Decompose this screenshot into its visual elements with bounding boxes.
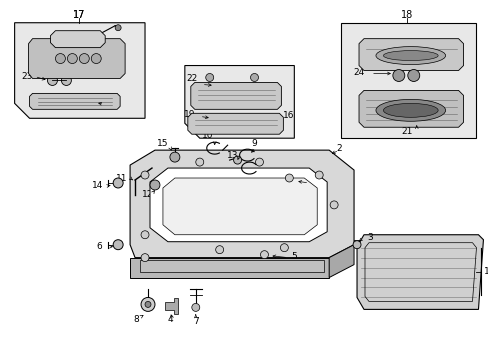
- Text: 16: 16: [282, 111, 293, 120]
- Text: 19: 19: [183, 110, 195, 119]
- Circle shape: [79, 54, 89, 64]
- Text: 7: 7: [192, 317, 198, 326]
- Polygon shape: [356, 235, 483, 309]
- Ellipse shape: [375, 99, 445, 121]
- Circle shape: [280, 244, 288, 252]
- Polygon shape: [328, 245, 353, 278]
- Circle shape: [141, 231, 149, 239]
- Polygon shape: [187, 113, 283, 134]
- Circle shape: [315, 171, 323, 179]
- Circle shape: [255, 158, 263, 166]
- Text: 23: 23: [21, 72, 32, 81]
- Circle shape: [215, 246, 223, 254]
- Polygon shape: [130, 150, 353, 258]
- Polygon shape: [164, 298, 178, 314]
- Text: 12: 12: [142, 190, 153, 199]
- Circle shape: [191, 303, 200, 311]
- Circle shape: [67, 54, 77, 64]
- Circle shape: [195, 158, 203, 166]
- Circle shape: [169, 152, 180, 162]
- Circle shape: [352, 241, 360, 249]
- Circle shape: [141, 171, 149, 179]
- Polygon shape: [29, 93, 120, 109]
- Polygon shape: [15, 23, 145, 118]
- Circle shape: [329, 201, 337, 209]
- Polygon shape: [358, 90, 463, 127]
- Circle shape: [392, 69, 404, 81]
- Circle shape: [61, 76, 71, 85]
- Polygon shape: [163, 178, 317, 235]
- Circle shape: [250, 73, 258, 81]
- Text: 10: 10: [202, 131, 213, 140]
- Circle shape: [150, 180, 160, 190]
- Circle shape: [260, 251, 268, 258]
- Text: 8: 8: [133, 315, 139, 324]
- Text: 24: 24: [353, 68, 364, 77]
- Text: 13: 13: [226, 150, 238, 159]
- Text: 15: 15: [157, 139, 168, 148]
- Circle shape: [55, 54, 65, 64]
- Circle shape: [205, 73, 213, 81]
- Polygon shape: [130, 258, 328, 278]
- Text: 9: 9: [251, 139, 257, 148]
- Text: 18: 18: [400, 10, 412, 20]
- Bar: [341, 23, 475, 138]
- Text: 3: 3: [366, 233, 372, 242]
- Circle shape: [145, 301, 151, 307]
- Circle shape: [285, 174, 293, 182]
- Text: 5: 5: [291, 252, 297, 261]
- Circle shape: [233, 156, 241, 164]
- Circle shape: [407, 69, 419, 81]
- Text: 22: 22: [186, 74, 197, 83]
- Polygon shape: [150, 168, 326, 242]
- Text: 14: 14: [91, 181, 102, 190]
- Circle shape: [47, 76, 57, 85]
- Ellipse shape: [383, 51, 437, 60]
- Text: 17: 17: [73, 10, 85, 20]
- Circle shape: [113, 240, 123, 250]
- Text: 21: 21: [400, 127, 412, 136]
- Text: 1: 1: [483, 267, 488, 276]
- Text: 2: 2: [336, 144, 341, 153]
- Polygon shape: [28, 39, 125, 78]
- Ellipse shape: [375, 47, 445, 64]
- Polygon shape: [184, 66, 294, 138]
- Circle shape: [141, 297, 155, 311]
- Circle shape: [115, 25, 121, 31]
- Circle shape: [91, 54, 101, 64]
- Text: 17: 17: [73, 10, 85, 20]
- Polygon shape: [140, 260, 324, 271]
- Text: 4: 4: [167, 315, 172, 324]
- Circle shape: [141, 254, 149, 262]
- Text: 5: 5: [312, 177, 318, 186]
- Polygon shape: [50, 31, 105, 48]
- Polygon shape: [358, 39, 463, 71]
- Text: 11: 11: [116, 174, 128, 183]
- Polygon shape: [190, 82, 281, 109]
- Circle shape: [113, 178, 123, 188]
- Text: 20: 20: [106, 100, 118, 109]
- Text: 6: 6: [96, 242, 102, 251]
- Ellipse shape: [383, 103, 437, 117]
